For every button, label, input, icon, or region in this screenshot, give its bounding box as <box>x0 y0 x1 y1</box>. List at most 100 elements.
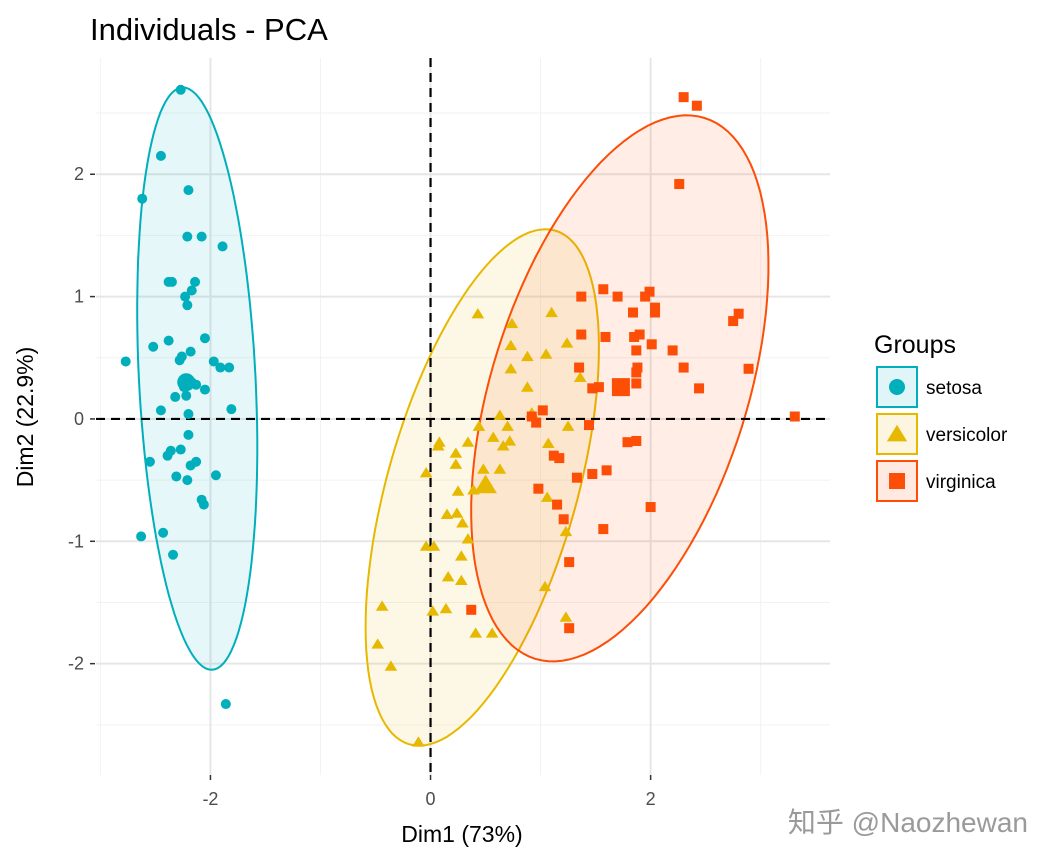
y-tick-label: -2 <box>68 654 84 674</box>
point-setosa <box>199 333 210 344</box>
point-setosa <box>166 276 177 287</box>
point-setosa <box>175 444 186 455</box>
point-virginica <box>587 383 598 394</box>
point-virginica <box>631 378 642 389</box>
point-setosa <box>198 499 209 510</box>
point-versicolor <box>573 371 587 382</box>
point-virginica <box>598 524 609 535</box>
point-virginica <box>634 329 645 340</box>
point-versicolor <box>504 339 518 351</box>
point-versicolor <box>541 437 555 449</box>
point-setosa <box>155 405 166 416</box>
legend-symbol-setosa <box>889 379 905 395</box>
point-setosa <box>170 391 181 402</box>
point-setosa <box>196 231 207 242</box>
point-versicolor <box>426 605 440 616</box>
point-virginica <box>598 284 609 295</box>
point-virginica <box>571 472 582 483</box>
point-setosa <box>224 362 235 373</box>
point-virginica <box>631 435 642 446</box>
point-versicolor <box>412 736 425 747</box>
point-versicolor <box>561 420 575 431</box>
point-versicolor <box>441 571 455 582</box>
point-versicolor <box>496 440 510 451</box>
point-setosa <box>226 404 237 415</box>
point-virginica <box>646 339 657 350</box>
point-versicolor <box>451 485 465 496</box>
y-axis-title: Dim2 (22.9%) <box>12 347 38 488</box>
point-virginica <box>645 502 656 513</box>
point-setosa <box>183 409 194 420</box>
point-setosa <box>182 231 193 242</box>
point-setosa <box>191 456 202 467</box>
point-setosa <box>176 351 187 362</box>
point-virginica <box>728 316 739 327</box>
legend-title: Groups <box>874 331 956 359</box>
point-virginica <box>667 345 678 356</box>
point-versicolor <box>455 550 468 561</box>
point-versicolor <box>560 337 574 348</box>
point-versicolor <box>449 447 463 458</box>
point-setosa <box>171 471 182 482</box>
data-points <box>120 84 800 747</box>
point-versicolor <box>538 580 552 592</box>
point-versicolor <box>505 317 519 329</box>
point-virginica <box>644 286 655 297</box>
point-virginica <box>593 382 604 393</box>
point-versicolor <box>559 525 573 537</box>
centroid-virginica <box>611 378 630 397</box>
point-versicolor <box>471 307 485 319</box>
point-setosa <box>158 527 169 538</box>
point-virginica <box>558 514 569 525</box>
y-tick-label: 1 <box>74 287 84 307</box>
x-axis-title: Dim1 (73%) <box>401 821 522 847</box>
point-virginica <box>533 483 544 494</box>
point-setosa <box>148 341 159 352</box>
point-setosa <box>168 549 179 560</box>
point-virginica <box>674 179 685 190</box>
point-virginica <box>601 465 612 476</box>
point-setosa <box>199 384 210 395</box>
point-setosa <box>210 470 221 481</box>
point-setosa <box>144 456 155 467</box>
point-versicolor <box>449 458 463 469</box>
ellipse-setosa <box>136 86 259 671</box>
watermark: 知乎 @Naozhewan <box>788 807 1028 838</box>
point-virginica <box>622 437 633 448</box>
point-versicolor <box>472 420 486 431</box>
point-versicolor <box>485 627 499 638</box>
point-virginica <box>576 329 587 340</box>
point-virginica <box>628 307 639 318</box>
point-versicolor <box>375 600 389 611</box>
point-versicolor <box>493 463 507 474</box>
point-virginica <box>631 345 642 356</box>
point-virginica <box>678 362 689 373</box>
point-versicolor <box>461 436 475 447</box>
x-tick-label: 0 <box>426 789 436 809</box>
point-virginica <box>466 604 477 615</box>
point-virginica <box>587 469 598 480</box>
point-virginica <box>574 362 585 373</box>
point-setosa <box>215 362 226 373</box>
point-versicolor <box>455 574 468 586</box>
point-versicolor <box>504 363 518 374</box>
point-setosa <box>180 291 191 302</box>
point-setosa <box>136 531 147 542</box>
point-versicolor <box>431 440 445 451</box>
point-virginica <box>743 363 754 374</box>
point-virginica <box>564 623 575 634</box>
point-versicolor <box>539 348 553 359</box>
point-versicolor <box>427 540 441 551</box>
point-setosa <box>186 285 197 296</box>
point-setosa <box>165 445 176 456</box>
point-versicolor <box>477 463 490 474</box>
point-virginica <box>600 331 611 342</box>
point-virginica <box>537 405 548 416</box>
point-virginica <box>678 92 689 103</box>
point-setosa <box>182 300 193 311</box>
point-virginica <box>531 417 542 428</box>
point-versicolor <box>503 435 517 446</box>
point-versicolor <box>559 611 573 622</box>
point-versicolor <box>419 467 433 478</box>
